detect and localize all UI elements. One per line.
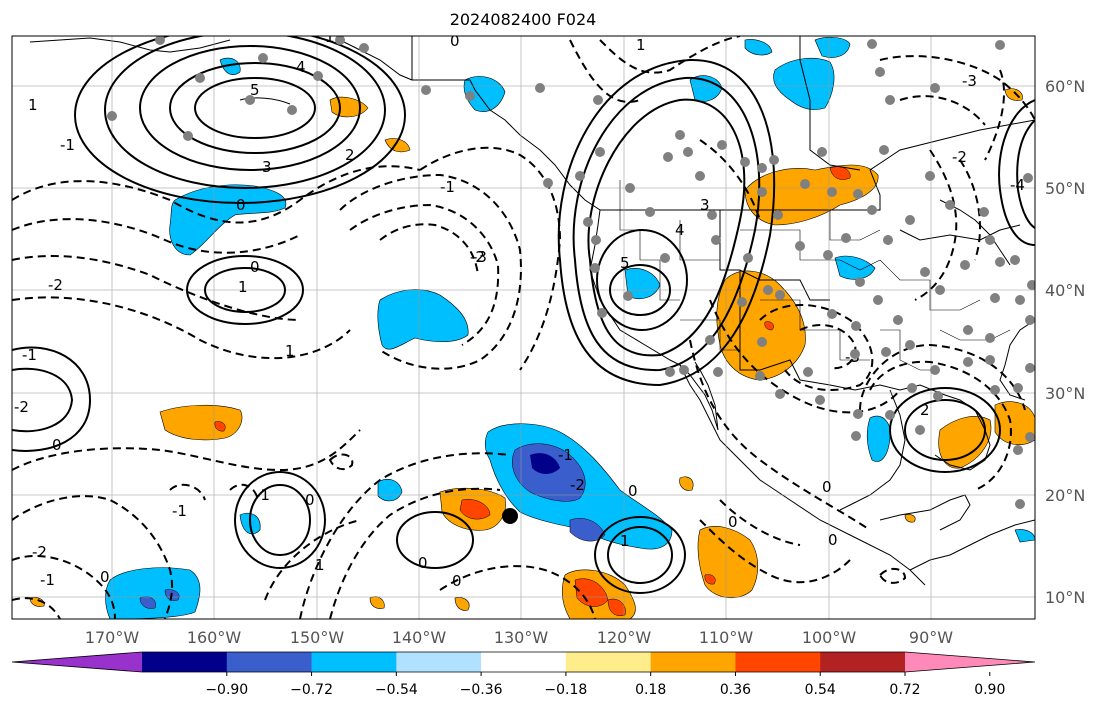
colorbar-segment: [396, 652, 482, 672]
colorbar-tick-label: 0.36: [720, 682, 751, 698]
colorbar-extend-max: [905, 652, 1035, 672]
contour-label: 0: [828, 531, 838, 549]
lat-label: 30°N: [1045, 384, 1085, 403]
contour-label: -2: [470, 248, 485, 266]
contour-label: 0: [450, 32, 460, 50]
lon-label: 90°W: [909, 628, 953, 647]
storm-center-marker: [502, 508, 518, 524]
contour-label: -1: [255, 486, 270, 504]
map-title: 2024082400 F024: [449, 10, 597, 29]
colorbar-outline: [11, 651, 1036, 673]
contour-label: 3: [700, 196, 710, 214]
colorbar-tick-label: 0.54: [805, 682, 836, 698]
contour-label: -2: [952, 148, 967, 166]
contour-label: 4: [675, 221, 685, 239]
contour-label: -2: [570, 476, 585, 494]
contour-label: 0: [52, 436, 62, 454]
contour-label: 0: [250, 258, 260, 276]
contour-label: 5: [250, 81, 260, 99]
contour-label: 0: [452, 572, 462, 590]
lon-label: 160°W: [187, 628, 242, 647]
colorbar-labels: −0.90 −0.72 −0.54 −0.36 −0.18 0.18 0.36 0.54 0.7…: [205, 672, 1005, 698]
contour-label: -1: [440, 178, 455, 196]
contour-label: -1: [60, 136, 75, 154]
contour-label: -1: [558, 446, 573, 464]
colorbar-tick-label: 0.72: [889, 682, 920, 698]
contour-label: 1: [285, 342, 295, 360]
lon-label: 120°W: [597, 628, 652, 647]
colorbar-extend-min: [12, 652, 142, 672]
contour-label: 0: [305, 491, 315, 509]
colorbar: [11, 651, 1036, 673]
contour-label: 1: [315, 556, 325, 574]
contour-label: 0: [100, 568, 110, 586]
positive-contours: [12, 36, 1035, 594]
lat-label: 40°N: [1045, 281, 1085, 300]
colorbar-tick-label: 0.18: [635, 682, 666, 698]
contour-label: 1: [28, 96, 38, 114]
station-markers: [107, 36, 1035, 509]
contour-label: 1: [238, 278, 248, 296]
colorbar-segment: [820, 652, 906, 672]
longitude-labels: 170°W 160°W 150°W 140°W 130°W 120°W 110°…: [85, 628, 953, 647]
contour-label: 0: [236, 196, 246, 214]
contour-label: 2: [345, 146, 355, 164]
contour-label: -2: [14, 398, 29, 416]
lon-label: 100°W: [802, 628, 857, 647]
lon-label: 150°W: [290, 628, 345, 647]
colorbar-segment: [735, 652, 821, 672]
lat-label: 20°N: [1045, 486, 1085, 505]
map-background: [12, 36, 1035, 619]
contour-label: -4: [1010, 176, 1025, 194]
latitude-labels: 60°N 50°N 40°N 30°N 20°N 10°N: [1045, 77, 1085, 607]
contour-label: -3: [472, 248, 487, 266]
map-frame: [11, 35, 1036, 620]
colorbar-segment: [650, 652, 736, 672]
colorbar-segment: [481, 652, 567, 672]
contour-label: 4: [296, 58, 306, 76]
contour-label: 0: [822, 478, 832, 496]
coastlines: [29, 36, 1035, 586]
gridlines: [12, 36, 1035, 619]
colorbar-tick-label: 0.90: [974, 682, 1005, 698]
colorbar-segment: [226, 652, 313, 672]
colorbar-tick-label: −0.18: [544, 682, 587, 698]
contour-label: 5: [620, 254, 630, 272]
contour-label: -1: [172, 502, 187, 520]
contour-label: -1: [40, 571, 55, 589]
negative-contours: [12, 36, 1035, 619]
contour-label: -1: [22, 346, 37, 364]
contour-label: 2: [920, 401, 930, 419]
contour-label: 1: [636, 36, 646, 54]
contour-label: 3: [262, 158, 272, 176]
lon-label: 170°W: [85, 628, 140, 647]
lon-label: 140°W: [392, 628, 447, 647]
colorbar-segment: [565, 652, 652, 672]
contour-label: 1: [620, 532, 630, 550]
contour-label: -2: [32, 543, 47, 561]
colorbar-tick-label: −0.90: [205, 682, 248, 698]
contour-label: 0: [728, 513, 738, 531]
contour-label: 1: [325, 28, 335, 46]
lon-label: 110°W: [699, 628, 754, 647]
lat-label: 50°N: [1045, 179, 1085, 198]
colorbar-tick-label: −0.54: [375, 682, 418, 698]
colorbar-tick-label: −0.72: [290, 682, 333, 698]
colorbar-tick-label: −0.36: [460, 682, 503, 698]
lat-label: 60°N: [1045, 77, 1085, 96]
lat-label: 10°N: [1045, 588, 1085, 607]
contour-label: 0: [418, 554, 428, 572]
lon-label: 130°W: [494, 628, 549, 647]
contour-label: 0: [628, 482, 638, 500]
colorbar-segment: [142, 652, 228, 672]
contour-label: -3: [962, 72, 977, 90]
colorbar-segment: [311, 652, 397, 672]
contour-label: -2: [48, 276, 63, 294]
